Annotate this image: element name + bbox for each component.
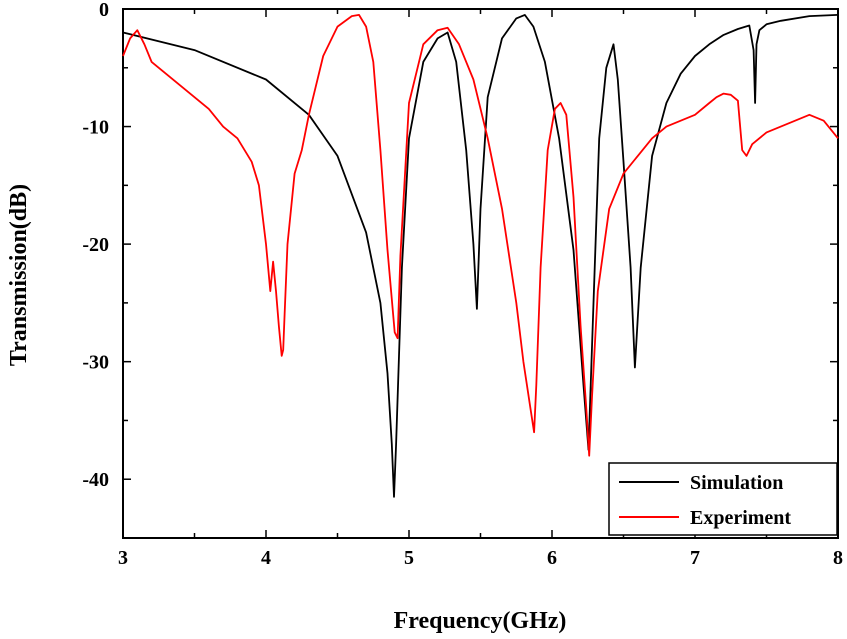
x-tick-label: 4 (261, 547, 271, 569)
y-tick-label: -30 (82, 352, 109, 374)
y-tick-label: -40 (82, 469, 109, 491)
x-tick-label: 7 (690, 547, 700, 569)
y-axis: 0 -10 -20 -30 -40 (82, 0, 838, 539)
y-tick-label: -20 (82, 234, 109, 256)
x-axis: 3 4 5 6 7 8 (118, 9, 843, 569)
legend-box (608, 462, 838, 536)
series-line-experiment (122, 13, 839, 457)
series-layer (122, 13, 839, 498)
legend-label-experiment: Experiment (690, 507, 791, 529)
y-tick-label: -10 (82, 117, 109, 139)
x-tick-label: 3 (118, 547, 128, 569)
series-line-simulation (122, 13, 839, 498)
y-tick-label: 0 (99, 0, 109, 21)
x-tick-label: 6 (547, 547, 557, 569)
x-axis-title: Frequency(GHz) (394, 608, 567, 634)
plot-border (122, 8, 839, 539)
x-tick-label: 5 (404, 547, 414, 569)
legend-label-simulation: Simulation (690, 472, 783, 494)
y-axis-title: Transmission(dB) (6, 184, 32, 366)
plot-area (122, 8, 839, 539)
x-tick-label: 8 (833, 547, 843, 569)
legend: Simulation Experiment (608, 462, 838, 536)
